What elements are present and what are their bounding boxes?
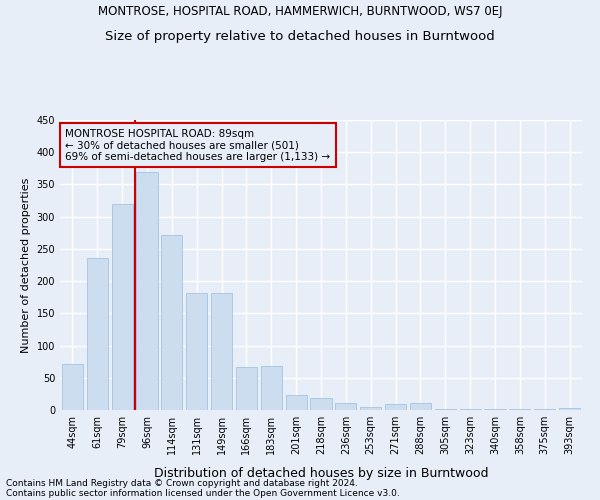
Bar — [62, 364, 83, 410]
Text: MONTROSE, HOSPITAL ROAD, HAMMERWICH, BURNTWOOD, WS7 0EJ: MONTROSE, HOSPITAL ROAD, HAMMERWICH, BUR… — [98, 5, 502, 18]
Bar — [335, 403, 356, 410]
Text: Size of property relative to detached houses in Burntwood: Size of property relative to detached ho… — [105, 30, 495, 43]
Text: Distribution of detached houses by size in Burntwood: Distribution of detached houses by size … — [154, 467, 488, 480]
Bar — [286, 395, 307, 410]
Text: Contains public sector information licensed under the Open Government Licence v3: Contains public sector information licen… — [6, 488, 400, 498]
Bar — [87, 258, 108, 410]
Bar — [112, 204, 133, 410]
Y-axis label: Number of detached properties: Number of detached properties — [21, 178, 31, 352]
Bar — [559, 408, 580, 410]
Bar — [186, 292, 207, 410]
Bar — [410, 403, 431, 410]
Bar — [136, 172, 158, 410]
Bar — [236, 367, 257, 410]
Bar — [360, 407, 381, 410]
Bar — [161, 236, 182, 410]
Bar — [385, 404, 406, 410]
Bar — [261, 366, 282, 410]
Text: Contains HM Land Registry data © Crown copyright and database right 2024.: Contains HM Land Registry data © Crown c… — [6, 478, 358, 488]
Text: MONTROSE HOSPITAL ROAD: 89sqm
← 30% of detached houses are smaller (501)
69% of : MONTROSE HOSPITAL ROAD: 89sqm ← 30% of d… — [65, 128, 331, 162]
Bar — [310, 398, 332, 410]
Bar — [211, 292, 232, 410]
